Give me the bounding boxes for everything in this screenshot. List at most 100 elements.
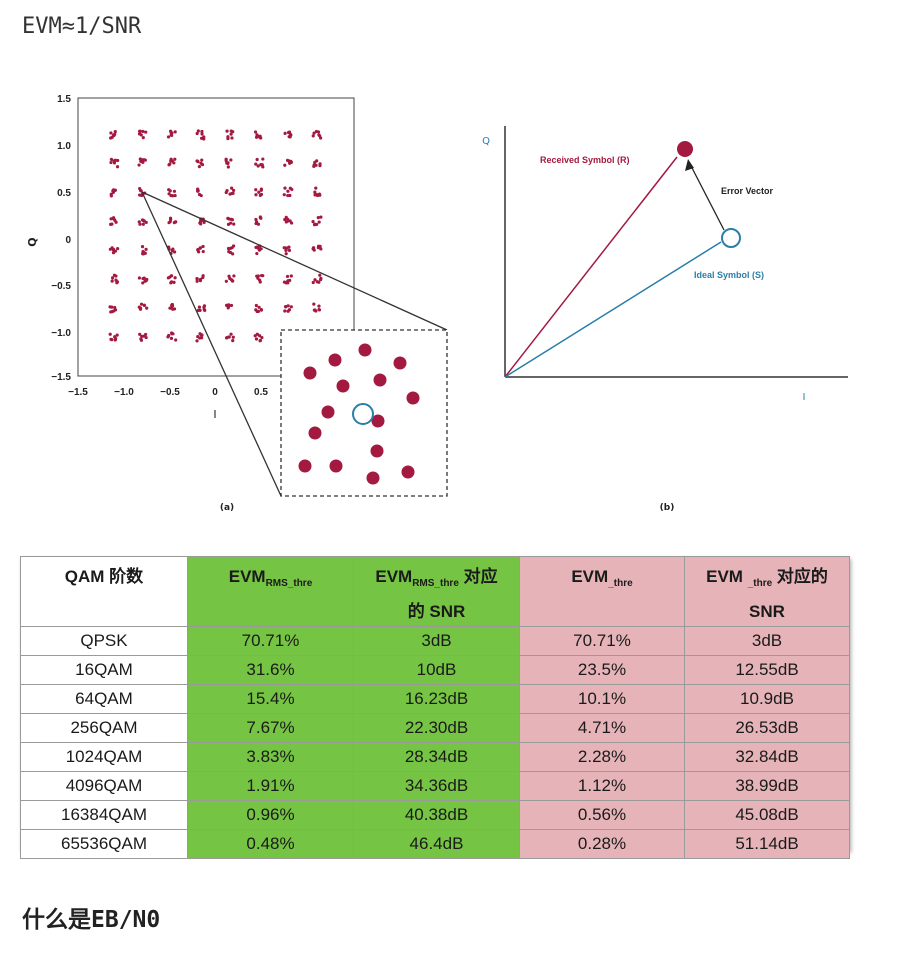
- constellation-point: [285, 274, 290, 279]
- constellation-point: [255, 309, 259, 314]
- constellation-point: [168, 189, 172, 193]
- zoom-line-upper: [141, 191, 448, 331]
- table-row: QPSK 70.71% 3dB 70.71% 3dB: [20, 626, 850, 656]
- y-tick-label: 1.0: [57, 141, 71, 152]
- value-cell: 10.9dB: [684, 684, 850, 714]
- constellation-point: [113, 305, 117, 310]
- constellation-point: [169, 218, 173, 222]
- constellation-point: [260, 273, 264, 278]
- y-tick-label: 0: [65, 235, 71, 246]
- constellation-point: [112, 273, 117, 277]
- constellation-point: [110, 246, 114, 250]
- constellation-point: [228, 246, 233, 250]
- constellation-point: [141, 276, 145, 281]
- value-cell: 38.99dB: [684, 771, 850, 801]
- table-row: 4096QAM 1.91% 34.36dB 1.12% 38.99dB: [20, 771, 850, 801]
- constellation-point: [173, 193, 177, 198]
- constellation-point: [257, 305, 261, 309]
- constellation-point: [201, 274, 205, 278]
- table-row: 16384QAM 0.96% 40.38dB 0.56% 45.08dB: [20, 800, 850, 830]
- value-cell: 26.53dB: [684, 713, 850, 743]
- constellation-point: [113, 132, 117, 136]
- value-cell: 23.5%: [519, 655, 685, 685]
- constellation-point: [317, 133, 321, 137]
- y-tick-label: −1.0: [51, 328, 71, 339]
- constellation-point: [110, 279, 114, 283]
- constellation-point: [195, 279, 199, 283]
- constellation-point: [228, 192, 232, 196]
- heading-eb-n0: 什么是EB/N0: [22, 907, 161, 933]
- constellation-point: [112, 309, 116, 313]
- constellation-point: [167, 333, 171, 338]
- constellation-point: [139, 338, 144, 342]
- constellation-point: [200, 158, 204, 162]
- zoom-received-point: [336, 379, 350, 393]
- value-cell: 70.71%: [187, 626, 354, 656]
- constellation-point: [255, 220, 259, 224]
- constellation-point: [314, 186, 318, 190]
- error-vector-arrowhead: [685, 159, 694, 171]
- ideal-symbol-circle: [352, 403, 374, 425]
- constellation-point: [141, 281, 145, 285]
- constellation-point: [227, 217, 231, 221]
- header-subscript: _thre: [747, 578, 773, 589]
- constellation-point: [110, 276, 115, 280]
- constellation-point: [173, 250, 177, 254]
- constellation-point: [225, 189, 229, 193]
- constellation-point: [231, 191, 235, 195]
- constellation-point: [139, 302, 144, 306]
- constellation-point: [258, 215, 262, 219]
- error-vector: [689, 163, 725, 231]
- evm-snr-table-container: QAM 阶数 EVMRMS_thre EVMRMS_thre 对应的 SNR EVM_…: [20, 556, 850, 859]
- header-main-text: QAM 阶数: [64, 567, 144, 586]
- constellation-point: [313, 160, 317, 165]
- y-tick-label: 0.5: [57, 188, 71, 199]
- constellation-point: [169, 131, 173, 135]
- constellation-point: [256, 274, 260, 278]
- constellation-point: [256, 164, 260, 168]
- table-header-cell: EVM _thre 对应的 SNR: [684, 556, 850, 627]
- constellation-point: [195, 339, 199, 343]
- constellation-point: [138, 129, 142, 133]
- constellation-point: [231, 188, 236, 193]
- x-tick-label: 0: [212, 387, 218, 398]
- constellation-point: [109, 131, 113, 135]
- value-cell: 0.28%: [519, 829, 685, 859]
- constellation-point: [145, 306, 149, 310]
- constellation-point: [109, 217, 113, 221]
- table-header-cell: QAM 阶数: [20, 556, 188, 627]
- constellation-point: [289, 274, 293, 278]
- constellation-point: [229, 303, 234, 308]
- constellation-point: [258, 338, 263, 343]
- constellation-point: [112, 216, 116, 220]
- constellation-point: [286, 281, 290, 285]
- constellation-point: [195, 159, 200, 163]
- constellation-point: [256, 222, 261, 226]
- constellation-point: [253, 130, 258, 134]
- constellation-point: [254, 303, 258, 308]
- value-cell: 3dB: [353, 626, 520, 656]
- panel-a-ylabel: Q: [26, 237, 39, 246]
- constellation-point: [137, 132, 142, 136]
- value-cell: 16.23dB: [353, 684, 520, 714]
- received-symbol-dot: [677, 141, 693, 157]
- value-cell: 31.6%: [187, 655, 354, 685]
- constellation-point: [169, 281, 173, 285]
- constellation-point: [168, 306, 172, 310]
- constellation-point: [138, 222, 142, 226]
- panel-a-caption: (a): [220, 503, 234, 513]
- zoom-line-lower: [141, 191, 282, 497]
- header-main-text: EVM: [706, 567, 748, 586]
- constellation-point: [198, 279, 203, 283]
- constellation-figure: 1.51.00.50−0.5−1.0−1.5 −1.5 −1.0 −0.5 0 0.5 …: [26, 94, 848, 513]
- constellation-point: [283, 309, 287, 313]
- constellation-point: [196, 129, 200, 133]
- constellation-point: [112, 161, 117, 165]
- constellation-point: [311, 280, 315, 285]
- constellation-point: [170, 133, 174, 138]
- header-second-line: SNR: [749, 602, 785, 621]
- constellation-point: [115, 165, 120, 169]
- constellation-point: [109, 160, 113, 165]
- constellation-point: [199, 161, 203, 165]
- constellation-point: [313, 190, 317, 194]
